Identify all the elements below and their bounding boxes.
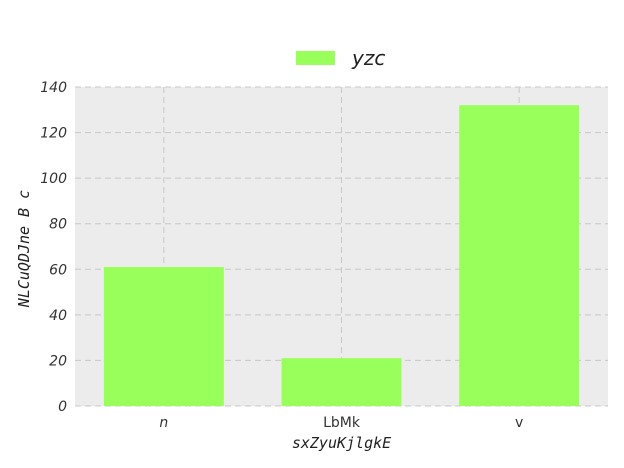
legend-label: yzc: [351, 46, 385, 70]
y-axis-ticks: 0 20 40 60 80 100 120 140: [40, 80, 67, 415]
bar-n: [103, 267, 224, 406]
y-tick-label-40: 40: [49, 308, 67, 324]
y-tick-label-100: 100: [40, 171, 67, 187]
x-tick-label-v: v: [515, 415, 523, 431]
x-axis-label: sxZyuKjlgkE: [292, 434, 391, 452]
legend-swatch: [296, 51, 335, 65]
y-tick-label-140: 140: [40, 80, 67, 96]
y-tick-label-60: 60: [49, 262, 67, 278]
y-tick-label-80: 80: [49, 217, 67, 233]
y-tick-label-0: 0: [58, 399, 67, 415]
x-tick-label-n: n: [159, 415, 168, 431]
bar-LbMk: [281, 358, 402, 406]
legend: yzc: [296, 46, 385, 70]
bar-v: [459, 105, 580, 406]
x-axis-ticks: n LbMk v: [159, 415, 523, 431]
y-tick-label-20: 20: [49, 353, 67, 369]
y-tick-label-120: 120: [40, 126, 67, 142]
bars: [103, 105, 580, 406]
y-axis-label: NLCuQDJne B c: [15, 190, 33, 308]
x-tick-label-LbMk: LbMk: [323, 415, 361, 431]
